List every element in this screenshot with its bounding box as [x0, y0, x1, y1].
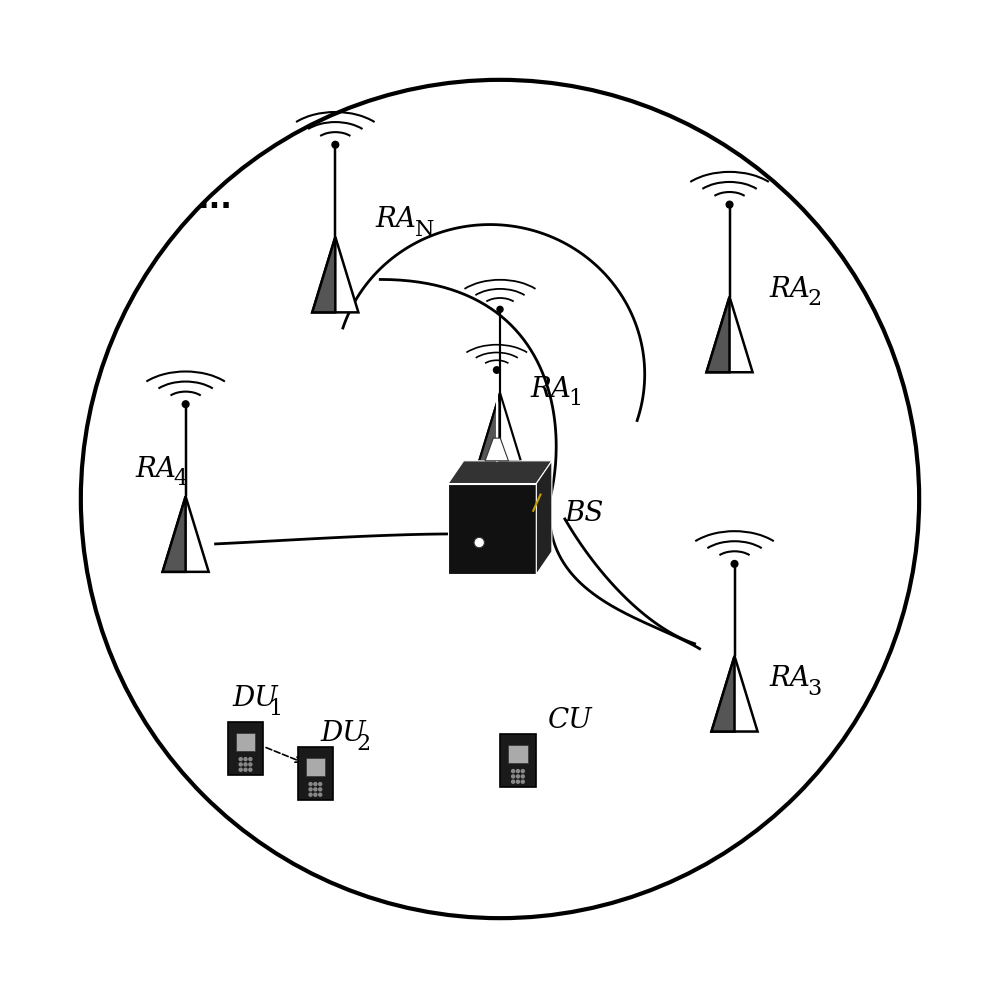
- Circle shape: [512, 780, 515, 783]
- Circle shape: [319, 787, 322, 790]
- Text: 2: 2: [807, 288, 822, 310]
- Text: 3: 3: [807, 678, 822, 700]
- Polygon shape: [479, 393, 521, 461]
- Polygon shape: [228, 722, 263, 775]
- Text: DU: DU: [233, 685, 278, 713]
- Circle shape: [332, 142, 339, 148]
- Polygon shape: [236, 733, 255, 751]
- Polygon shape: [312, 237, 335, 312]
- Text: 2: 2: [356, 733, 370, 754]
- Circle shape: [309, 782, 312, 785]
- Circle shape: [521, 780, 524, 783]
- Polygon shape: [163, 496, 209, 572]
- Circle shape: [319, 782, 322, 785]
- Circle shape: [521, 769, 524, 772]
- Circle shape: [512, 769, 515, 772]
- Polygon shape: [706, 296, 730, 372]
- Polygon shape: [500, 734, 536, 787]
- Circle shape: [182, 401, 189, 407]
- Text: RA: RA: [769, 275, 810, 303]
- Polygon shape: [448, 461, 552, 484]
- Polygon shape: [312, 237, 358, 312]
- Text: RA: RA: [530, 375, 571, 403]
- Circle shape: [309, 793, 312, 796]
- Text: DU: DU: [320, 720, 366, 748]
- Circle shape: [309, 787, 312, 790]
- Text: ...: ...: [198, 185, 233, 215]
- Circle shape: [244, 757, 247, 760]
- Text: CU: CU: [548, 707, 593, 735]
- Polygon shape: [298, 747, 333, 800]
- Circle shape: [249, 757, 252, 760]
- Circle shape: [726, 202, 733, 208]
- Polygon shape: [479, 393, 500, 461]
- Text: RA: RA: [136, 455, 177, 483]
- Circle shape: [512, 774, 515, 777]
- Polygon shape: [163, 496, 186, 572]
- Text: RA: RA: [375, 206, 416, 234]
- Polygon shape: [485, 438, 508, 461]
- Circle shape: [244, 762, 247, 765]
- Circle shape: [239, 762, 242, 765]
- Polygon shape: [508, 745, 528, 763]
- Circle shape: [474, 537, 484, 548]
- Polygon shape: [448, 484, 536, 575]
- Polygon shape: [306, 757, 325, 776]
- Circle shape: [244, 768, 247, 771]
- Circle shape: [731, 561, 738, 567]
- Text: 1: 1: [268, 698, 283, 720]
- Polygon shape: [711, 656, 758, 732]
- Circle shape: [494, 366, 500, 373]
- Circle shape: [314, 793, 317, 796]
- Text: 4: 4: [174, 468, 188, 490]
- Polygon shape: [706, 296, 753, 372]
- Text: N: N: [415, 219, 435, 241]
- Polygon shape: [711, 656, 735, 732]
- Circle shape: [516, 780, 519, 783]
- Circle shape: [249, 762, 252, 765]
- Circle shape: [239, 757, 242, 760]
- Circle shape: [249, 768, 252, 771]
- Text: BS: BS: [565, 500, 604, 528]
- Circle shape: [516, 774, 519, 777]
- Circle shape: [521, 774, 524, 777]
- Text: RA: RA: [769, 665, 810, 693]
- Circle shape: [239, 768, 242, 771]
- Circle shape: [314, 782, 317, 785]
- Circle shape: [314, 787, 317, 790]
- Text: 1: 1: [568, 388, 582, 410]
- Circle shape: [497, 306, 503, 312]
- Circle shape: [319, 793, 322, 796]
- Circle shape: [516, 769, 519, 772]
- Polygon shape: [536, 461, 552, 575]
